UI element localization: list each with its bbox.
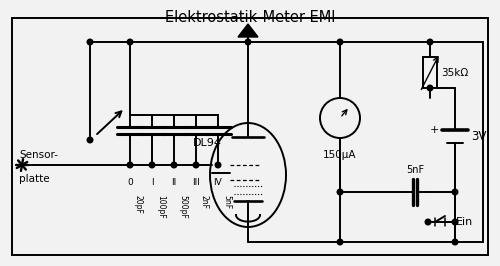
Circle shape — [127, 39, 133, 45]
Text: +: + — [430, 125, 439, 135]
Text: Ein: Ein — [456, 217, 473, 227]
Bar — [423, 57, 437, 88]
Circle shape — [452, 239, 458, 245]
Circle shape — [427, 39, 433, 45]
Circle shape — [127, 162, 133, 168]
Text: 5nF: 5nF — [222, 195, 231, 209]
Text: IV: IV — [214, 178, 222, 187]
Circle shape — [427, 85, 433, 91]
Circle shape — [425, 219, 431, 225]
Circle shape — [87, 137, 93, 143]
Text: DL94: DL94 — [193, 138, 222, 148]
Text: 2nF: 2nF — [200, 195, 209, 209]
Text: I: I — [150, 178, 154, 187]
Circle shape — [193, 162, 199, 168]
Polygon shape — [238, 24, 258, 37]
Text: 3V: 3V — [471, 130, 486, 143]
Circle shape — [215, 162, 221, 168]
Text: 150μA: 150μA — [323, 150, 357, 160]
Circle shape — [452, 219, 458, 225]
Circle shape — [87, 39, 93, 45]
Text: 500pF: 500pF — [178, 195, 187, 219]
Text: platte: platte — [19, 174, 50, 184]
Circle shape — [337, 39, 343, 45]
Text: III: III — [192, 178, 200, 187]
Circle shape — [149, 162, 155, 168]
Text: II: II — [172, 178, 176, 187]
Circle shape — [245, 39, 251, 45]
Circle shape — [452, 189, 458, 195]
Text: 100pF: 100pF — [156, 195, 165, 219]
Circle shape — [171, 162, 177, 168]
Bar — [12, 18, 488, 255]
Text: 0: 0 — [127, 178, 133, 187]
Text: Sensor-: Sensor- — [19, 150, 58, 160]
Text: 35kΩ: 35kΩ — [441, 68, 468, 77]
Text: 5nF: 5nF — [406, 165, 424, 175]
Text: Elektrostatik-Meter EMI: Elektrostatik-Meter EMI — [165, 10, 335, 25]
Text: 20pF: 20pF — [134, 195, 143, 214]
Circle shape — [337, 239, 343, 245]
Circle shape — [337, 189, 343, 195]
